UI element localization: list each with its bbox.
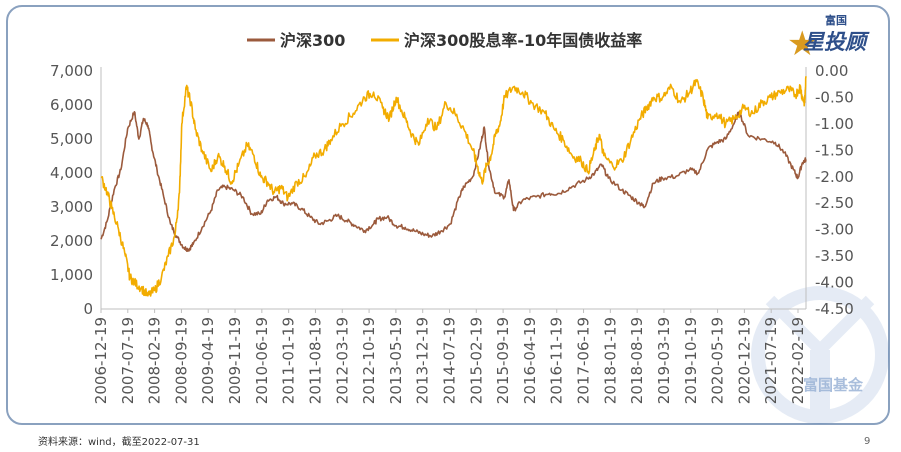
legend: 沪深300 沪深300股息率-10年国债收益率 [247, 31, 642, 50]
x-tick-label: 2022-02-19 [789, 317, 807, 404]
x-tick-label: 2013-05-19 [387, 317, 405, 404]
series-line-csi300 [100, 111, 807, 252]
left-tick-label: 1,000 [50, 266, 93, 284]
brand-logo-top: 富国 [825, 13, 847, 27]
legend-label-csi300: 沪深300 [280, 31, 345, 50]
x-tick-label: 2020-12-19 [735, 317, 753, 404]
series-layer [100, 76, 807, 297]
x-tick-label: 2007-07-19 [119, 317, 137, 404]
left-tick-label: 3,000 [50, 198, 93, 216]
x-tick-label: 2012-03-19 [333, 317, 351, 404]
watermark-text: 富国基金 [803, 376, 864, 394]
x-tick-label: 2019-10-19 [682, 317, 700, 404]
x-tick-label: 2008-09-19 [172, 317, 190, 404]
x-tick-label: 2016-04-19 [521, 317, 539, 404]
x-tick-label: 2018-08-19 [628, 317, 646, 404]
page-number: 9 [864, 436, 871, 447]
x-tick-label: 2017-06-19 [575, 317, 593, 404]
x-tick-label: 2021-07-19 [762, 317, 780, 404]
x-tick-label: 2009-04-19 [199, 317, 217, 404]
right-tick-label: -4.00 [815, 274, 854, 292]
left-tick-label: 0 [83, 300, 93, 318]
right-tick-label: -2.50 [815, 194, 854, 212]
series-line-dividend-spread [100, 76, 807, 297]
right-tick-label: -2.00 [815, 168, 854, 186]
right-tick-label: -1.50 [815, 141, 854, 159]
x-tick-label: 2012-10-19 [360, 317, 378, 404]
left-axis: 0 1,000 2,000 3,000 4,000 5,000 6,000 7,000 [50, 62, 102, 318]
right-tick-label: -1.00 [815, 115, 854, 133]
left-tick-label: 4,000 [50, 164, 93, 182]
x-tick-label: 2015-02-19 [467, 317, 485, 404]
right-tick-label: 0.00 [815, 62, 848, 80]
left-tick-label: 2,000 [50, 232, 93, 250]
legend-label-spread: 沪深300股息率-10年国债收益率 [404, 31, 642, 50]
right-axis: 0.00 -0.50 -1.00 -1.50 -2.00 -2.50 -3.00 -3.50 -… [805, 62, 854, 318]
x-tick-label: 2018-01-19 [601, 317, 619, 404]
left-tick-label: 5,000 [50, 130, 93, 148]
right-tick-label: -3.00 [815, 221, 854, 239]
x-tick-label: 2016-11-19 [548, 317, 566, 404]
x-tick-label: 2014-07-19 [441, 317, 459, 404]
x-tick-label: 2019-03-19 [655, 317, 673, 404]
brand-logo-main: 星投顾 [803, 30, 870, 54]
chart-frame [6, 5, 890, 425]
x-tick-label: 2015-09-19 [494, 317, 512, 404]
brand-logo: ★ 富国 星投顾 [787, 13, 870, 64]
watermark-logo-icon [751, 286, 889, 424]
right-tick-label: -4.50 [815, 300, 854, 318]
left-tick-label: 6,000 [50, 96, 93, 114]
x-tick-label: 2010-06-19 [253, 317, 271, 404]
x-tick-label: 2013-12-19 [414, 317, 432, 404]
x-tick-label: 2006-12-19 [92, 317, 110, 404]
x-tick-label: 2008-02-19 [146, 317, 164, 404]
x-tick-label: 2011-01-19 [280, 317, 298, 404]
x-tick-label: 2011-08-19 [306, 317, 324, 404]
left-tick-label: 7,000 [50, 62, 93, 80]
source-note: 资料来源：wind，截至2022-07-31 [38, 437, 200, 448]
right-tick-label: -0.50 [815, 88, 854, 106]
x-tick-label: 2020-05-19 [709, 317, 727, 404]
x-axis: 2006-12-19 2007-07-19 2008-02-19 2008-09-19… [92, 308, 807, 404]
brand-star-icon: ★ [787, 24, 817, 64]
right-tick-label: -3.50 [815, 247, 854, 265]
x-tick-label: 2009-11-19 [226, 317, 244, 404]
